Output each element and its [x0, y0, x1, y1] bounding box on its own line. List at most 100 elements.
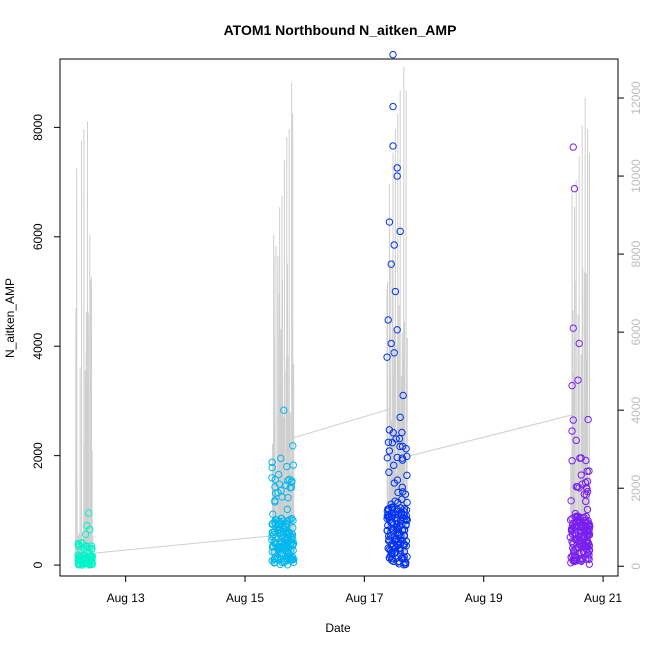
data-point: [88, 552, 97, 561]
data-point: [288, 478, 296, 487]
data-point: [403, 452, 411, 461]
data-point: [85, 544, 93, 552]
data-point: [385, 426, 394, 434]
data-point: [393, 326, 401, 334]
data-point: [283, 505, 292, 514]
data-point: [393, 164, 401, 172]
data-point: [74, 551, 82, 559]
data-point: [276, 538, 284, 546]
data-point: [384, 544, 392, 552]
data-point: [568, 427, 576, 435]
data-point: [401, 559, 409, 567]
data-point: [569, 324, 577, 332]
data-point: [289, 442, 297, 450]
data-point: [575, 339, 583, 348]
data-point: [388, 518, 397, 527]
data-point: [277, 454, 285, 463]
data-point: [289, 516, 297, 525]
data-point: [284, 493, 292, 502]
y-tick-label: 8000: [31, 114, 45, 141]
y-axis-label: N_aitken_AMP: [3, 278, 17, 358]
data-point: [568, 537, 576, 546]
data-point: [271, 496, 279, 505]
points-layer: [74, 50, 594, 569]
data-point: [398, 454, 407, 462]
data-point: [581, 544, 589, 552]
chart-title: ATOM1 Northbound N_aitken_AMP: [224, 22, 457, 38]
data-point: [385, 532, 393, 540]
data-point: [385, 554, 394, 562]
data-point: [279, 557, 288, 566]
data-point: [396, 442, 404, 451]
y2-tick-label: 4000: [629, 396, 643, 423]
data-point: [391, 287, 400, 296]
data-point: [570, 523, 578, 531]
data-point: [271, 554, 279, 563]
data-point: [287, 556, 296, 564]
y-tick-label: 4000: [31, 333, 45, 360]
data-point: [268, 463, 276, 472]
data-point: [384, 438, 393, 446]
data-point: [394, 531, 402, 539]
data-point: [582, 555, 590, 563]
data-point: [383, 454, 392, 462]
data-point: [78, 558, 87, 566]
data-point: [268, 542, 277, 551]
data-point: [575, 541, 583, 549]
data-point: [569, 143, 577, 151]
data-point: [78, 539, 86, 547]
data-point: [396, 227, 404, 236]
data-point: [385, 218, 394, 226]
data-point: [400, 540, 408, 548]
data-point: [383, 353, 391, 361]
data-point: [389, 142, 397, 150]
data-point: [569, 547, 578, 555]
data-point: [580, 490, 589, 498]
data-point: [80, 559, 89, 568]
data-point: [572, 483, 581, 491]
data-point: [566, 516, 575, 524]
data-point: [276, 549, 284, 557]
data-point: [400, 508, 409, 516]
data-point: [283, 517, 292, 525]
data-point: [570, 184, 579, 193]
x-tick-label: Aug 21: [584, 591, 622, 605]
data-point: [400, 526, 409, 534]
data-point: [401, 490, 410, 498]
data-point: [74, 540, 83, 548]
data-point: [383, 514, 391, 523]
data-point: [388, 439, 397, 447]
connector-line: [293, 408, 390, 439]
data-point: [403, 471, 411, 480]
data-point: [568, 381, 576, 390]
data-point: [583, 505, 592, 514]
data-point: [283, 534, 291, 543]
data-point: [270, 527, 279, 535]
data-point: [394, 558, 402, 566]
data-point: [584, 522, 593, 531]
data-point: [584, 415, 592, 424]
data-point: [577, 454, 585, 462]
y2-tick-label: 0: [629, 563, 643, 570]
data-point: [387, 339, 395, 348]
data-point: [395, 434, 404, 443]
x-tick-label: Aug 17: [345, 591, 383, 605]
data-point: [275, 517, 283, 525]
data-point: [396, 413, 404, 422]
data-point: [384, 316, 392, 324]
data-point: [395, 521, 404, 530]
data-point: [75, 552, 83, 561]
data-point: [285, 554, 293, 563]
y-tick-label: 6000: [31, 223, 45, 250]
data-point: [577, 471, 585, 479]
data-point: [282, 481, 290, 490]
data-point: [84, 509, 93, 517]
data-point: [271, 483, 279, 491]
data-point: [284, 538, 292, 547]
data-point: [283, 462, 291, 471]
data-point: [582, 538, 590, 547]
data-point: [387, 260, 395, 268]
data-point: [394, 498, 402, 507]
data-point: [578, 534, 587, 542]
